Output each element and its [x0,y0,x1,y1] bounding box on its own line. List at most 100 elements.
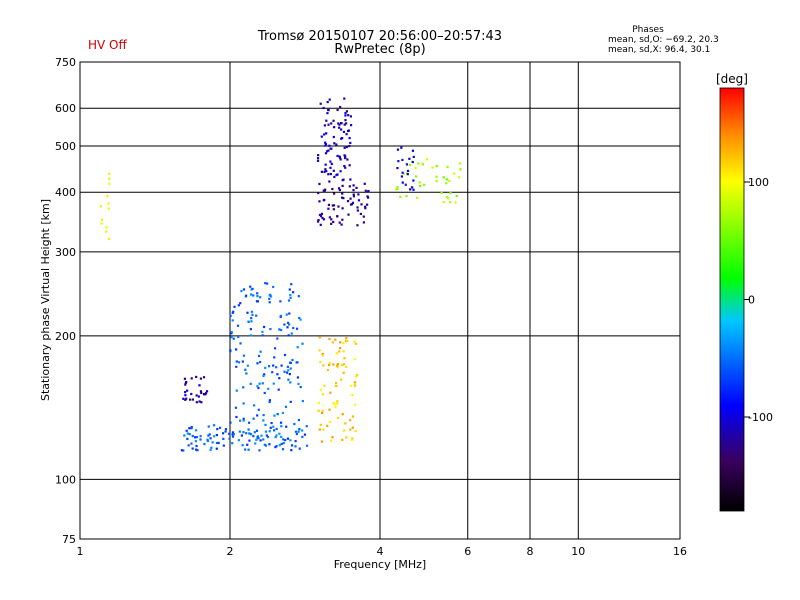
data-point [323,190,326,193]
data-point [324,163,327,166]
data-point [191,434,194,438]
data-point [255,300,259,303]
data-point [447,197,450,200]
data-point [244,368,247,371]
data-point [345,145,348,149]
data-point [353,383,356,386]
data-point [336,154,339,158]
data-point [268,443,271,446]
data-point [203,443,206,446]
data-point [273,429,276,432]
data-point [351,415,355,418]
data-point [287,369,290,372]
data-point [215,441,219,445]
data-point [282,438,285,441]
data-point [349,384,353,388]
data-point [318,200,321,203]
data-point [199,377,203,380]
data-point [255,314,258,317]
data-point [198,384,201,387]
data-point [336,402,339,405]
data-point [188,427,191,430]
data-point [268,399,272,402]
data-point [349,197,352,200]
colorbar-ticks: 100 0 -100 [744,176,773,424]
data-point [362,221,365,224]
data-points [99,97,462,452]
data-point [288,323,291,326]
data-point [332,119,335,122]
data-point [213,435,216,438]
data-point [341,218,344,221]
data-point [253,404,256,407]
data-point [401,171,404,174]
data-point [278,432,281,435]
data-point [345,365,348,369]
data-point [256,414,259,417]
data-point [325,119,328,122]
y-tick-label: 600 [55,102,76,115]
data-point [328,408,331,411]
data-point [346,158,349,161]
data-point [280,364,283,367]
data-point [264,444,268,447]
data-point [246,364,249,367]
data-point [254,442,257,445]
data-point [328,98,331,101]
data-point [242,431,245,434]
data-point [221,432,225,435]
data-point [343,164,346,168]
data-point [202,393,206,396]
data-point [248,439,251,442]
data-point [332,363,335,366]
data-point [349,141,352,145]
data-point [324,188,327,191]
data-point [286,365,289,368]
data-point [187,444,190,447]
data-point [396,166,399,170]
data-point [252,435,255,438]
data-point [318,349,321,352]
data-point [340,128,343,131]
data-point [356,373,359,377]
data-point [411,160,414,164]
data-point [321,352,324,356]
data-point [297,382,300,385]
data-point [237,361,241,364]
data-point [272,285,275,289]
data-point [290,283,293,286]
data-point [341,192,344,195]
hv-status: HV Off [88,38,127,52]
data-point [297,295,300,298]
data-point [453,172,456,175]
data-point [191,398,194,401]
colorbar [719,87,745,512]
data-point [185,397,188,400]
data-point [345,110,349,113]
data-point [231,435,235,438]
data-point [319,360,322,364]
data-point [296,361,299,364]
data-point [295,327,299,330]
data-point [234,406,238,409]
data-point [263,443,266,446]
data-point [206,438,209,441]
data-point [231,442,234,445]
data-point [414,175,418,178]
data-point [317,218,320,222]
data-point [349,419,352,422]
data-point [274,436,277,439]
data-point [333,175,336,179]
data-point [326,112,329,115]
data-point [241,360,244,363]
data-point [356,206,359,209]
data-point [418,181,421,184]
data-point [241,444,244,447]
data-point [269,327,272,331]
data-point [224,430,227,433]
data-point [289,296,292,299]
data-point [264,423,267,427]
data-point [349,428,352,431]
data-point [242,417,245,420]
data-point [425,158,429,161]
